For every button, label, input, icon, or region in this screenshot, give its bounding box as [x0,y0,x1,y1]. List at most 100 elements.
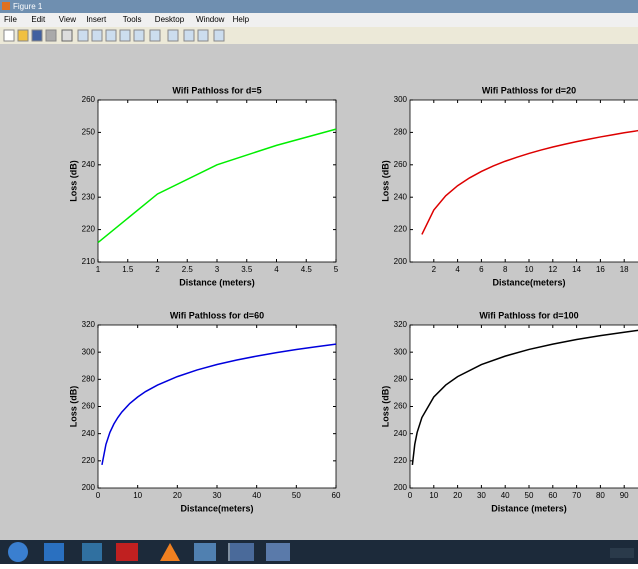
axes-bg [410,325,638,488]
tool-icon[interactable] [106,30,116,41]
x-tick-label: 60 [332,491,341,500]
x-tick-label: 10 [429,491,438,500]
tool-icon[interactable] [46,30,56,41]
axes-bg [98,100,336,262]
tool-icon[interactable] [62,30,72,41]
x-tick-label: 20 [173,491,182,500]
app-icon [2,2,10,10]
y-tick-label: 220 [82,456,96,465]
y-axis-label: Loss (dB) [380,386,390,428]
x-tick-label: 40 [501,491,510,500]
y-tick-label: 210 [82,257,96,266]
x-tick-label: 2 [432,265,437,274]
x-tick-label: 10 [133,491,142,500]
taskbar-app[interactable] [266,543,290,561]
y-tick-label: 220 [394,456,408,465]
tool-icon[interactable] [18,30,28,41]
x-tick-label: 40 [252,491,261,500]
x-tick-label: 1.5 [122,265,134,274]
figure-window: Figure 1 FileEditViewInsertToolsDesktopW… [0,0,638,564]
tool-icon[interactable] [168,30,178,41]
tool-icon[interactable] [150,30,160,41]
x-tick-label: 6 [479,265,484,274]
x-tick-label: 18 [620,265,629,274]
x-tick-label: 50 [292,491,301,500]
x-tick-label: 2 [155,265,160,274]
x-tick-label: 4 [455,265,460,274]
menu-item[interactable]: View [59,15,76,24]
taskbar-app[interactable] [116,543,138,561]
tool-icon[interactable] [32,30,42,41]
y-tick-label: 220 [82,225,96,234]
y-tick-label: 320 [394,320,408,329]
menu-item[interactable]: Tools [123,15,142,24]
title-bar [0,0,638,13]
x-tick-label: 8 [503,265,508,274]
tool-icon[interactable] [198,30,208,41]
x-tick-label: 12 [548,265,557,274]
tool-icon[interactable] [134,30,144,41]
y-tick-label: 260 [82,402,96,411]
y-tick-label: 250 [82,128,96,137]
y-tick-label: 280 [82,374,96,383]
x-tick-label: 16 [596,265,605,274]
subplot: 24681012141618200220240260280300Wifi Pat… [380,85,638,287]
x-tick-label: 30 [213,491,222,500]
toolbar-icons [4,30,224,41]
tray [610,548,634,558]
y-tick-label: 220 [394,225,408,234]
y-tick-label: 200 [394,483,408,492]
y-tick-label: 200 [82,483,96,492]
menu-item[interactable]: Desktop [155,15,185,24]
axes-title: Wifi Pathloss for d=100 [479,310,578,320]
x-tick-label: 0 [408,491,413,500]
x-tick-label: 14 [572,265,581,274]
tool-icon[interactable] [184,30,194,41]
menu-item[interactable]: Insert [86,15,107,24]
axes-bg [410,100,638,262]
taskbar-app[interactable] [82,543,102,561]
x-tick-label: 80 [596,491,605,500]
taskbar-app[interactable] [194,543,216,561]
tool-icon[interactable] [78,30,88,41]
x-tick-label: 2.5 [182,265,194,274]
menu-item[interactable]: Window [196,15,225,24]
y-tick-label: 280 [394,128,408,137]
x-tick-label: 20 [453,491,462,500]
menu-item[interactable]: Help [233,15,250,24]
menu-item[interactable]: File [4,15,17,24]
y-axis-label: Loss (dB) [380,160,390,202]
y-tick-label: 260 [82,95,96,104]
menu: File Edit View Insert Tools Desktop Window Help [4,15,250,24]
taskbar-app[interactable] [230,543,254,561]
x-axis-label: Distance (meters) [179,277,255,287]
x-tick-label: 50 [525,491,534,500]
menu-item[interactable]: Edit [31,15,46,24]
y-axis-label: Loss (dB) [68,386,78,428]
x-tick-label: 60 [548,491,557,500]
axes-title: Wifi Pathloss for d=5 [172,85,261,95]
x-axis-label: Distance (meters) [491,503,567,513]
y-tick-label: 200 [394,257,408,266]
x-tick-label: 3.5 [241,265,253,274]
x-tick-label: 4.5 [301,265,313,274]
y-tick-label: 300 [394,95,408,104]
tool-icon[interactable] [92,30,102,41]
x-tick-label: 30 [477,491,486,500]
x-tick-label: 5 [334,265,339,274]
y-tick-label: 260 [394,160,408,169]
tool-icon[interactable] [4,30,14,41]
y-tick-label: 240 [394,429,408,438]
y-tick-label: 240 [82,429,96,438]
start-button[interactable] [8,542,28,562]
y-tick-label: 320 [82,320,96,329]
y-tick-label: 260 [394,402,408,411]
x-tick-label: 1 [96,265,101,274]
tool-icon[interactable] [120,30,130,41]
taskbar-app[interactable] [44,543,64,561]
tool-icon[interactable] [214,30,224,41]
axes-title: Wifi Pathloss for d=20 [482,85,576,95]
